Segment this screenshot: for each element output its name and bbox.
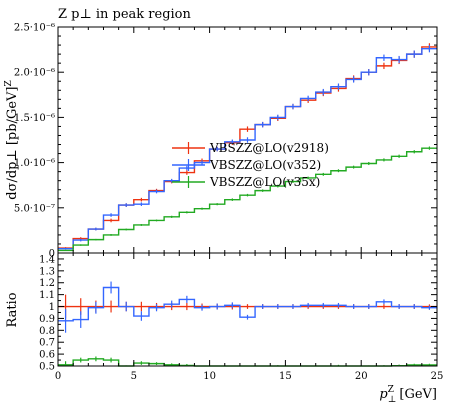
y-axis-label-text: dσ/dp⊥ [pb/GeV] <box>5 87 20 200</box>
x-axis-label-subscript: ⊥ <box>388 395 396 405</box>
y-axis-label-superscript: Z <box>4 80 14 86</box>
ratio-series-line-2 <box>58 359 437 366</box>
main-y-tick-label: 2.5·10⁻⁶ <box>14 23 55 34</box>
x-axis-label-superscript: Z <box>388 385 394 395</box>
main-y-tick-label: 1.0·10⁻⁶ <box>14 158 55 169</box>
ratio-y-tick-label: 1 <box>49 302 55 313</box>
main-y-tick-label: 2.0·10⁻⁶ <box>14 68 55 79</box>
ratio-y-ticks: 0.50.60.70.80.911.11.21.31.4 <box>39 254 437 372</box>
chart-title: Z p⊥ in peak region <box>58 7 191 22</box>
ratio-y-tick-label: 0.7 <box>39 338 55 349</box>
x-axis-label: pZ ⊥ [GeV] <box>379 385 437 405</box>
ratio-x-tick-label: 20 <box>355 371 368 382</box>
ratio-y-tick-label: 1.3 <box>39 266 55 277</box>
ratio-axis-label: Ratio <box>5 292 20 327</box>
ratio-frame <box>58 253 437 366</box>
ratio-y-tick-label: 0.5 <box>39 362 55 373</box>
legend-label: VBSZZ@LO(v352) <box>209 158 321 172</box>
ratio-panel: 0.50.60.70.80.911.11.21.31.4 0 5 10 15 20 25 <box>39 253 443 382</box>
legend: VBSZZ@LO(v2918) VBSZZ@LO(v352) VBSZZ@LO(v3… <box>172 141 329 189</box>
legend-label: VBSZZ@LO(v35x) <box>209 175 320 189</box>
ratio-y-tick-label: 1.2 <box>39 278 55 289</box>
ratio-y-tick-label: 0.6 <box>39 350 55 361</box>
main-y-tick-label: 5.0·10⁻⁷ <box>14 203 55 214</box>
main-y-tick-label: 1.5·10⁻⁶ <box>14 113 55 124</box>
ratio-series-group <box>58 282 437 366</box>
ratio-y-tick-label: 0.8 <box>39 326 55 337</box>
x-axis-label-unit: [GeV] <box>399 387 437 402</box>
ratio-y-tick-label: 1.1 <box>39 290 55 301</box>
ratio-y-tick-label: 1.4 <box>39 254 55 265</box>
ratio-y-tick-label: 0.9 <box>39 314 55 325</box>
ratio-x-tick-label: 25 <box>431 371 444 382</box>
ratio-x-tick-label: 15 <box>279 371 292 382</box>
ratio-x-tick-label: 10 <box>203 371 216 382</box>
y-axis-label: dσ/dp⊥ [pb/GeV]Z <box>4 80 20 199</box>
legend-label: VBSZZ@LO(v2918) <box>209 141 329 155</box>
ratio-x-tick-label: 5 <box>131 371 137 382</box>
ratio-x-tick-label: 0 <box>55 371 61 382</box>
